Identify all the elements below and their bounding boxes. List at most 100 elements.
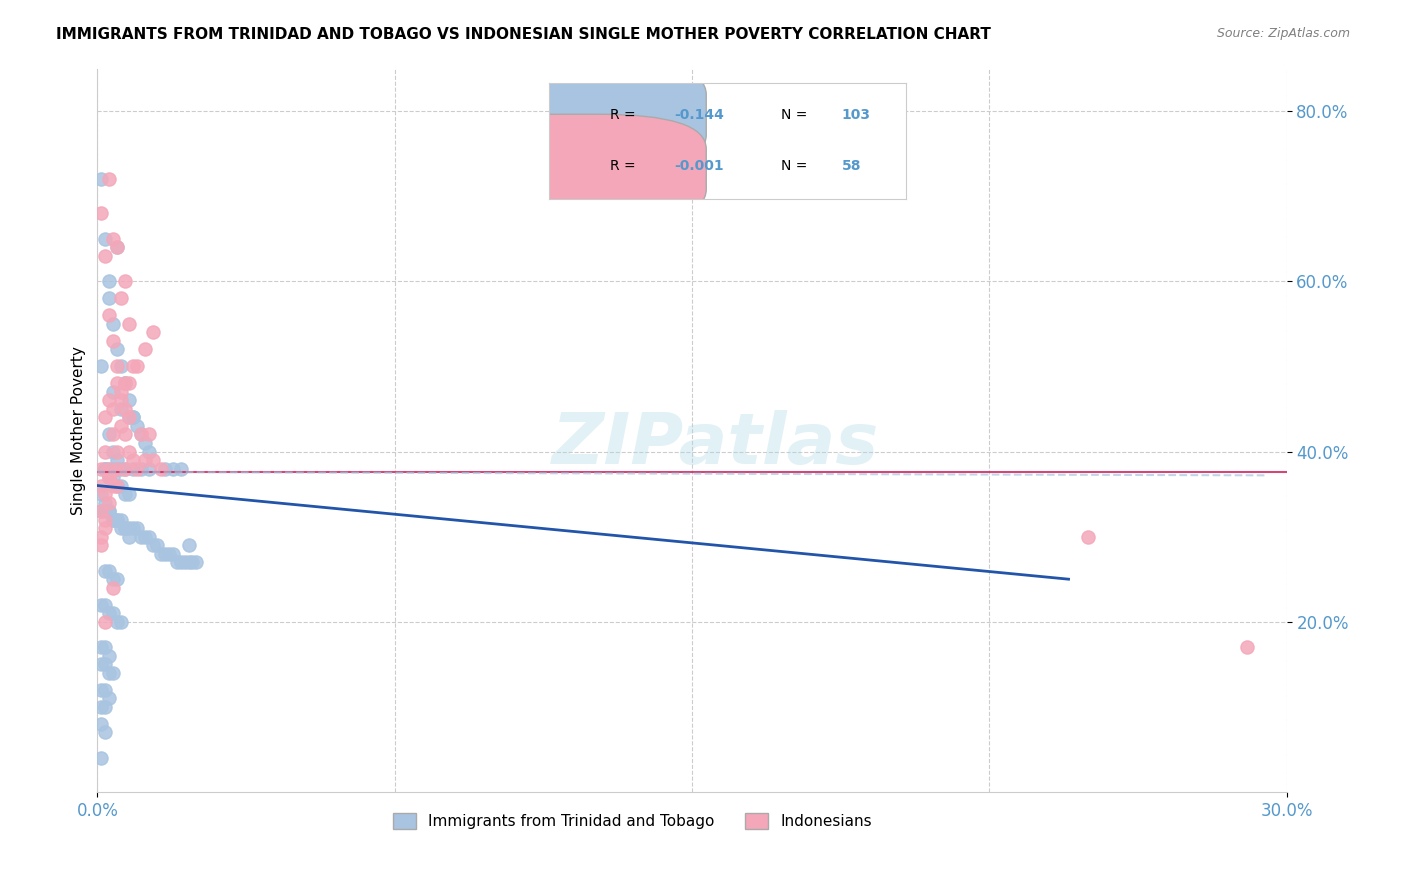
Point [114,461,136,475]
Point [98,309,121,323]
Point [98,648,121,663]
Point [98,461,121,475]
Point [105,444,128,458]
Point [114,376,136,391]
Point [94,682,117,697]
Point [103,427,125,442]
Point [105,343,128,357]
Point [103,444,125,458]
Point [98,470,121,484]
Point [114,487,136,501]
Point [94,249,117,263]
Point [110,513,132,527]
Point [103,470,125,484]
Point [90,657,112,672]
Point [162,461,184,475]
Point [134,453,156,467]
Point [90,717,112,731]
Point [94,444,117,458]
Point [153,461,176,475]
Point [122,521,145,535]
Point [166,555,188,569]
Point [103,401,125,416]
Point [142,453,165,467]
Point [118,393,141,408]
Point [125,419,148,434]
Point [122,453,145,467]
Point [94,232,117,246]
Point [110,419,132,434]
Point [122,410,145,425]
Point [1236,640,1258,655]
Point [98,564,121,578]
Point [129,461,152,475]
Point [122,410,145,425]
Point [94,461,117,475]
Point [110,384,132,399]
Point [177,555,200,569]
Point [90,598,112,612]
Point [105,513,128,527]
Point [129,530,152,544]
Point [114,376,136,391]
Point [134,530,156,544]
Point [110,291,132,305]
Point [105,615,128,629]
Point [94,487,117,501]
Point [138,530,160,544]
Point [114,376,136,391]
Point [94,699,117,714]
Point [129,427,152,442]
Point [114,427,136,442]
Point [90,530,112,544]
Point [103,317,125,331]
Point [105,376,128,391]
Point [114,461,136,475]
Y-axis label: Single Mother Poverty: Single Mother Poverty [72,346,86,515]
Point [90,751,112,765]
Point [149,461,172,475]
Point [90,487,112,501]
Point [98,470,121,484]
Point [118,521,141,535]
Point [94,495,117,509]
Point [118,487,141,501]
Point [103,513,125,527]
Point [103,572,125,586]
Point [118,376,141,391]
Point [94,521,117,535]
Point [122,461,145,475]
Point [142,538,165,552]
Point [114,521,136,535]
Point [98,504,121,518]
Point [105,359,128,374]
Point [105,572,128,586]
Point [90,504,112,518]
Point [94,504,117,518]
Point [103,334,125,348]
Point [98,461,121,475]
Point [90,206,112,220]
Point [94,461,117,475]
Point [125,359,148,374]
Point [118,410,141,425]
Point [94,725,117,739]
Point [118,444,141,458]
Point [94,410,117,425]
Point [90,461,112,475]
Point [110,461,132,475]
Point [94,615,117,629]
Point [103,581,125,595]
Point [146,538,169,552]
Text: IMMIGRANTS FROM TRINIDAD AND TOBAGO VS INDONESIAN SINGLE MOTHER POVERTY CORRELAT: IMMIGRANTS FROM TRINIDAD AND TOBAGO VS I… [56,27,991,42]
Point [105,240,128,254]
Point [110,615,132,629]
Point [90,504,112,518]
Point [98,427,121,442]
Point [1077,530,1099,544]
Point [105,461,128,475]
Point [94,564,117,578]
Point [98,172,121,186]
Point [90,682,112,697]
Point [153,547,176,561]
